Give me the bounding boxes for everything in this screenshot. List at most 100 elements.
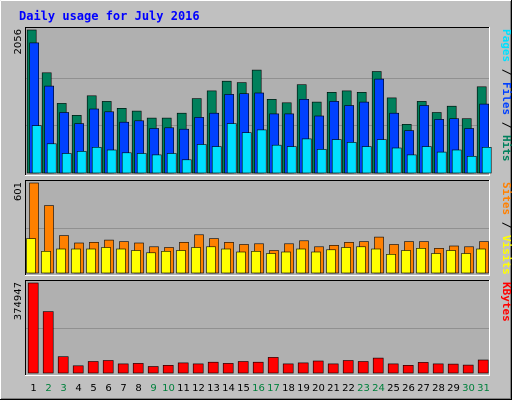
bar-kbytes-day-27	[417, 362, 429, 374]
bar-visits-day-26	[401, 250, 411, 274]
panel-2: 601 Sites / Visits	[13, 180, 512, 276]
bar-pages-day-28	[436, 151, 447, 174]
panel-legend: KBytes	[500, 282, 512, 322]
bar-visits-day-10	[161, 251, 171, 274]
bar-visits-day-9	[146, 252, 156, 274]
bar-visits-day-1	[26, 238, 36, 274]
bar-visits-day-24	[371, 248, 381, 274]
bar-pages-day-24	[376, 139, 387, 174]
x-tick-label-day-27: 27	[417, 383, 430, 394]
x-tick-label-day-17: 17	[267, 383, 280, 394]
bar-pages-day-22	[346, 142, 357, 174]
bar-pages-day-27	[421, 146, 432, 174]
bar-kbytes-day-24	[372, 357, 384, 374]
bar-pages-day-6	[106, 149, 117, 174]
bar-kbytes-day-15	[237, 361, 249, 374]
bar-visits-day-21	[326, 249, 336, 274]
bar-kbytes-day-25	[387, 363, 399, 374]
x-tick-label-day-21: 21	[327, 383, 340, 394]
chart-title: Daily usage for July 2016	[19, 9, 200, 23]
x-tick-label-day-1: 1	[30, 383, 36, 394]
bar-visits-day-23	[356, 246, 366, 274]
bar-kbytes-day-8	[132, 363, 144, 374]
bar-visits-day-20	[311, 251, 321, 274]
bar-pages-day-29	[451, 149, 462, 174]
bar-kbytes-day-4	[72, 365, 84, 374]
x-tick-label-day-8: 8	[135, 383, 141, 394]
legend-entry: Files	[500, 82, 512, 115]
bar-visits-day-17	[266, 253, 276, 274]
bar-pages-day-11	[181, 159, 192, 174]
legend-entry: Visits	[500, 235, 512, 275]
bars	[27, 282, 489, 374]
bar-kbytes-day-31	[477, 359, 489, 374]
bar-pages-day-19	[301, 138, 312, 174]
x-tick-label-day-23: 23	[357, 383, 370, 394]
bar-kbytes-day-21	[327, 363, 339, 374]
x-tick-label-day-28: 28	[432, 383, 445, 394]
bar-pages-day-7	[121, 152, 132, 174]
x-tick-label-day-9: 9	[150, 383, 156, 394]
bar-visits-day-3	[56, 248, 66, 274]
bar-kbytes-day-13	[207, 361, 219, 374]
panel-1: 2056 Pages / Files / Hits	[13, 27, 512, 176]
bar-pages-day-15	[241, 132, 252, 174]
bar-pages-day-18	[286, 146, 297, 174]
x-tick-label-day-18: 18	[282, 383, 295, 394]
bar-kbytes-day-16	[252, 361, 264, 374]
x-tick-label-day-30: 30	[462, 383, 475, 394]
y-axis-max-label: 2056	[13, 29, 24, 54]
bar-kbytes-day-26	[402, 364, 414, 374]
bar-pages-day-13	[211, 146, 222, 174]
x-tick-label-day-24: 24	[372, 383, 385, 394]
bar-pages-day-21	[331, 139, 342, 174]
bar-kbytes-day-9	[147, 366, 159, 374]
bar-kbytes-day-22	[342, 360, 354, 374]
bar-kbytes-day-1	[27, 282, 39, 374]
bar-kbytes-day-28	[432, 363, 444, 374]
bar-pages-day-20	[316, 149, 327, 174]
bar-pages-day-4	[76, 151, 87, 174]
bar-visits-day-22	[341, 247, 351, 274]
y-axis-max-label: 374947	[13, 282, 24, 320]
bar-kbytes-day-6	[102, 360, 114, 374]
bar-visits-day-7	[116, 248, 126, 274]
bar-kbytes-day-2	[42, 311, 54, 374]
bar-visits-day-25	[386, 254, 396, 274]
bar-kbytes-day-29	[447, 363, 459, 374]
bar-visits-day-2	[41, 251, 51, 274]
bar-pages-day-26	[406, 154, 417, 174]
bars	[26, 182, 489, 274]
bar-pages-day-2	[46, 143, 57, 174]
bar-kbytes-day-17	[267, 357, 279, 374]
bar-visits-day-19	[296, 248, 306, 274]
bar-visits-day-16	[251, 251, 261, 274]
x-tick-label-day-14: 14	[222, 383, 235, 394]
bar-pages-day-30	[466, 156, 477, 174]
y-axis-max-label: 601	[13, 182, 24, 201]
x-tick-label-day-4: 4	[75, 383, 81, 394]
panel-3: 374947 KBytes	[13, 280, 512, 376]
bar-kbytes-day-11	[177, 362, 189, 374]
x-tick-label-day-29: 29	[447, 383, 460, 394]
x-tick-label-day-3: 3	[60, 383, 66, 394]
panel-legend: Pages / Files / Hits	[500, 29, 512, 162]
bar-pages-day-17	[271, 144, 282, 174]
x-tick-label-day-11: 11	[177, 383, 190, 394]
panel-legend: Sites / Visits	[500, 182, 512, 275]
x-tick-label-day-13: 13	[207, 383, 220, 394]
x-tick-label-day-22: 22	[342, 383, 355, 394]
legend-entry: Sites	[500, 182, 512, 215]
x-tick-label-day-15: 15	[237, 383, 250, 394]
bars	[26, 29, 492, 174]
x-tick-label-day-12: 12	[192, 383, 205, 394]
bar-pages-day-9	[151, 154, 162, 174]
bar-visits-day-28	[431, 253, 441, 274]
bar-pages-day-3	[61, 153, 72, 174]
x-tick-label-day-10: 10	[162, 383, 175, 394]
bar-kbytes-day-20	[312, 360, 324, 374]
legend-entry: /	[500, 215, 512, 235]
bar-visits-day-29	[446, 250, 456, 274]
bar-visits-day-27	[416, 248, 426, 274]
bar-pages-day-5	[91, 147, 102, 174]
